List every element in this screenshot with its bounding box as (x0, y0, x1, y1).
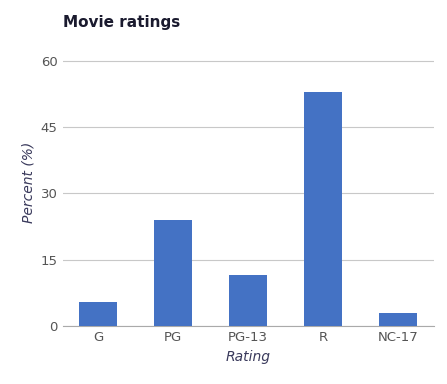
Bar (80, 302, 117, 326)
Bar (304, 91, 342, 326)
Bar (379, 313, 417, 326)
X-axis label: Rating: Rating (226, 350, 270, 364)
Y-axis label: Percent (%): Percent (%) (21, 142, 35, 223)
Bar (154, 220, 192, 326)
Bar (229, 275, 267, 326)
Text: Movie ratings: Movie ratings (63, 15, 180, 30)
